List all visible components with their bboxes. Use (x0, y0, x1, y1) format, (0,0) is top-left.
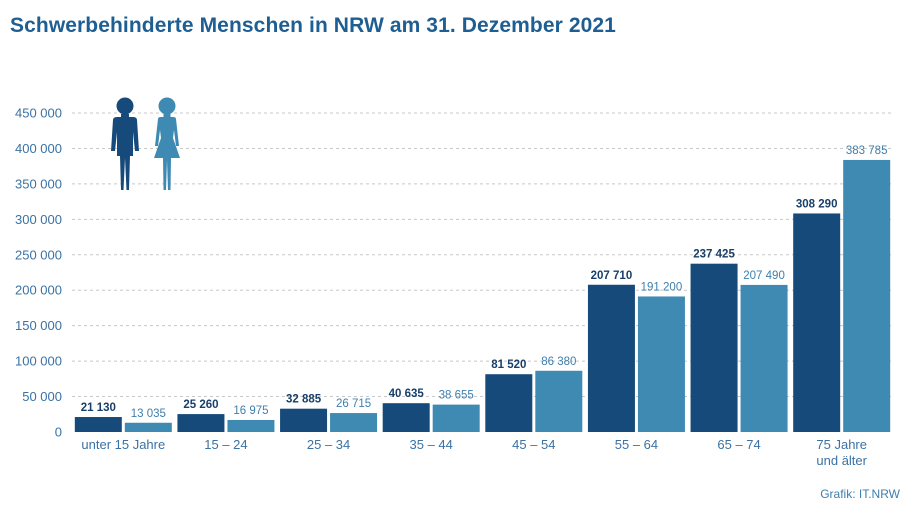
x-tick-label: 25 – 34 (307, 437, 350, 452)
woman-figure-icon (154, 97, 180, 190)
bar-male (74, 417, 122, 432)
data-label-male: 207 710 (591, 270, 633, 282)
data-label-female: 26 715 (336, 398, 371, 410)
y-tick-label: 0 (55, 425, 62, 440)
bar-male (587, 284, 635, 432)
x-tick-label: unter 15 Jahre (81, 437, 165, 452)
bar-female (432, 404, 480, 432)
data-label-male: 32 885 (286, 394, 322, 406)
y-axis: 0 50 000 100 000 150 000 200 000 250 000 300 0… (15, 106, 62, 440)
bar-male (485, 374, 533, 432)
y-tick-label: 150 000 (15, 318, 62, 333)
y-tick-label: 100 000 (15, 354, 62, 369)
y-tick-label: 300 000 (15, 212, 62, 227)
x-tick-label: 55 – 64 (615, 437, 658, 452)
x-tick-label: 35 – 44 (410, 437, 453, 452)
data-labels: 21 130 13 035 25 260 16 975 32 885 26 715 40 6… (81, 145, 888, 420)
x-tick-label: 45 – 54 (512, 437, 555, 452)
bar-male (690, 263, 738, 432)
bar-male (177, 414, 225, 432)
bar-female (124, 422, 172, 432)
data-label-male: 25 260 (183, 399, 218, 411)
x-tick-label: und älter (816, 453, 867, 468)
x-tick-label: 65 – 74 (717, 437, 760, 452)
data-label-male: 40 635 (389, 388, 425, 400)
data-label-female: 38 655 (439, 390, 474, 402)
bar-male (382, 403, 430, 432)
data-label-female: 16 975 (233, 405, 268, 417)
bars (74, 159, 891, 432)
data-label-female: 86 380 (541, 356, 576, 368)
bar-female (330, 413, 378, 432)
bar-female (740, 284, 788, 432)
y-tick-label: 400 000 (15, 141, 62, 156)
source-note: Grafik: IT.NRW (820, 487, 900, 501)
bar-male (280, 408, 328, 432)
y-tick-label: 450 000 (15, 106, 62, 121)
data-label-female: 13 035 (131, 408, 166, 420)
data-label-male: 237 425 (693, 249, 735, 261)
y-tick-label: 250 000 (15, 247, 62, 262)
y-tick-label: 50 000 (22, 389, 62, 404)
y-tick-label: 200 000 (15, 283, 62, 298)
data-label-female: 207 490 (743, 270, 785, 282)
legend-icons (111, 97, 180, 190)
data-label-male: 308 290 (796, 198, 838, 210)
bar-female (637, 296, 685, 432)
x-axis: unter 15 Jahre 15 – 24 25 – 34 35 – 44 45 – … (81, 437, 867, 468)
data-label-female: 191 200 (641, 281, 683, 293)
bar-female (843, 159, 891, 432)
data-label-male: 21 130 (81, 402, 116, 414)
man-figure-icon (111, 97, 139, 190)
data-label-female: 383 785 (846, 145, 888, 157)
bar-male (793, 213, 841, 432)
x-tick-label: 75 Jahre (816, 437, 867, 452)
bar-female (227, 419, 275, 432)
y-tick-label: 350 000 (15, 176, 62, 191)
x-tick-label: 15 – 24 (204, 437, 247, 452)
data-label-male: 81 520 (491, 359, 526, 371)
chart-title: Schwerbehinderte Menschen in NRW am 31. … (10, 14, 616, 37)
bar-female (535, 370, 583, 432)
